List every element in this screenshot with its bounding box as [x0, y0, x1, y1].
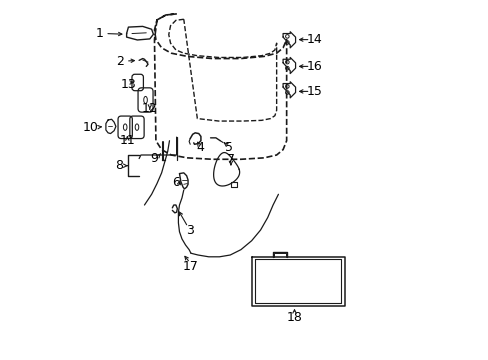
- Text: 9: 9: [150, 152, 158, 165]
- Text: 3: 3: [186, 224, 194, 237]
- Text: 7: 7: [226, 153, 234, 166]
- Text: 8: 8: [115, 159, 122, 172]
- Text: 11: 11: [119, 134, 135, 147]
- Text: 15: 15: [305, 85, 322, 98]
- Text: 13: 13: [120, 78, 136, 91]
- Text: 14: 14: [305, 33, 322, 46]
- Text: 1: 1: [95, 27, 103, 40]
- Text: 17: 17: [182, 260, 198, 273]
- Text: 12: 12: [142, 102, 158, 115]
- Text: 4: 4: [196, 141, 203, 154]
- Text: 6: 6: [172, 176, 180, 189]
- Text: 2: 2: [116, 55, 124, 68]
- Text: 18: 18: [286, 311, 302, 324]
- Text: 10: 10: [83, 121, 99, 134]
- Text: 16: 16: [305, 60, 322, 73]
- Text: 5: 5: [224, 141, 232, 154]
